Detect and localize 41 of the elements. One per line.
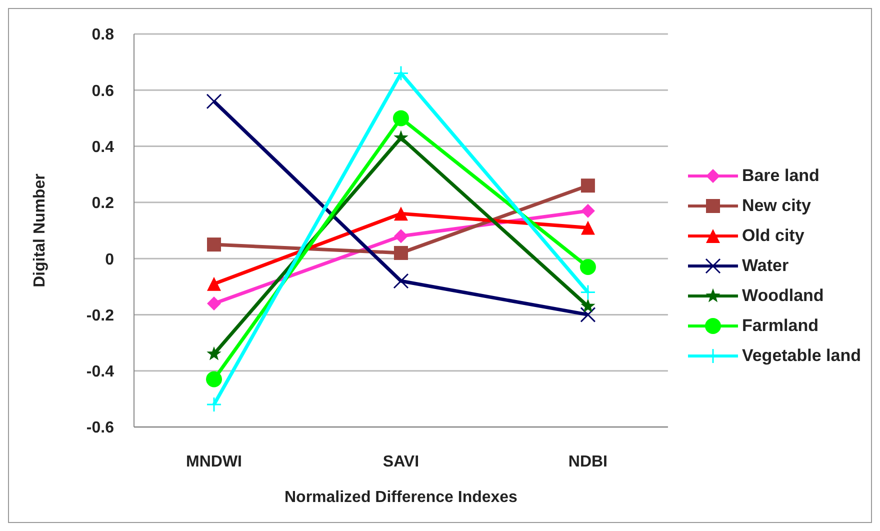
x-tick-label: SAVI: [382, 453, 420, 470]
point: [580, 258, 596, 275]
point: [393, 273, 409, 289]
legend-label: Vegetable land: [742, 346, 861, 366]
point: [394, 229, 408, 244]
legend-label: Water: [742, 256, 789, 276]
point: [392, 110, 409, 126]
y-tick-label: -0.6: [86, 420, 114, 437]
legend-label: Woodland: [742, 286, 824, 306]
y-tick-label: -0.4: [86, 364, 114, 381]
point: [207, 276, 221, 291]
point: [206, 346, 222, 360]
point: [394, 206, 408, 221]
y-axis-title: Digital Number: [32, 174, 49, 288]
y-tick-label: 0.8: [92, 26, 114, 44]
point: [580, 306, 596, 322]
y-tick-label: 0.4: [92, 138, 114, 156]
y-tick-label: 0.6: [92, 82, 114, 100]
legend-label: Farmland: [742, 316, 818, 336]
point: [580, 284, 596, 300]
point: [206, 94, 222, 110]
point: [206, 371, 222, 388]
point: [206, 396, 222, 412]
y-tick-label: -0.2: [86, 307, 114, 324]
point: [580, 178, 595, 193]
point: [394, 246, 408, 260]
x-tick-label: MNDWI: [186, 453, 242, 470]
legend-label: Bare land: [742, 166, 820, 186]
point: [580, 220, 595, 235]
x-axis-title: Normalized Difference Indexes: [284, 489, 518, 506]
point: [207, 296, 221, 310]
x-tick-label: NDBI: [568, 453, 608, 470]
y-tick-label: 0.2: [92, 195, 114, 212]
point: [580, 298, 596, 313]
point: [393, 66, 409, 82]
y-tick-label: 0: [105, 251, 114, 268]
legend-label: New city: [742, 196, 811, 216]
point: [207, 238, 221, 252]
point: [580, 204, 595, 218]
legend-label: Old city: [742, 226, 804, 246]
point: [394, 130, 408, 144]
